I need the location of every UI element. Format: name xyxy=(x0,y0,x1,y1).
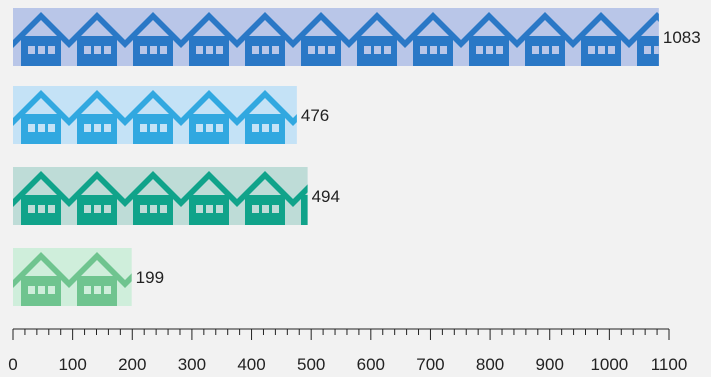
x-tick-label: 500 xyxy=(297,355,325,374)
house-icon xyxy=(69,12,125,66)
house-icon xyxy=(293,114,297,126)
house-icon xyxy=(461,12,517,66)
house-icon xyxy=(237,90,293,144)
x-tick-label: 400 xyxy=(237,355,265,374)
x-tick-label: 200 xyxy=(118,355,146,374)
house-icon xyxy=(125,273,132,288)
house-icon xyxy=(629,12,659,66)
house-icon xyxy=(125,171,181,225)
house-icon xyxy=(69,171,125,225)
house-icon xyxy=(69,90,125,144)
house-icon xyxy=(237,12,293,66)
x-tick-label: 1000 xyxy=(590,355,628,374)
house-icon xyxy=(13,252,69,306)
house-icon xyxy=(181,12,237,66)
bar-value-label: 476 xyxy=(301,106,329,125)
x-axis: 0 100 200 300 400 500 600 700 800 900 1000 1100 xyxy=(8,328,688,374)
house-icon xyxy=(349,12,405,66)
house-icon xyxy=(13,171,69,225)
x-tick-label: 700 xyxy=(416,355,444,374)
house-icon xyxy=(405,12,461,66)
house-icon xyxy=(181,171,237,225)
bar-value-label: 494 xyxy=(312,187,340,206)
x-tick-label: 100 xyxy=(58,355,86,374)
house-icon xyxy=(293,12,349,66)
bar-2: 494 xyxy=(13,167,340,225)
house-icon xyxy=(573,12,629,66)
house-icon xyxy=(181,90,237,144)
house-icon xyxy=(237,171,293,225)
bar-1: 476 xyxy=(13,86,329,144)
bar-3: 199 xyxy=(13,248,164,306)
house-icon xyxy=(13,90,69,144)
bar-value-label: 199 xyxy=(136,268,164,287)
house-icon xyxy=(125,12,181,66)
house-icon xyxy=(125,90,181,144)
bars-group: 1083 476 494 199 xyxy=(13,8,701,306)
bar-value-label: 1083 xyxy=(663,28,701,47)
house-icon xyxy=(293,184,308,225)
x-tick-label: 900 xyxy=(536,355,564,374)
x-tick-label: 1100 xyxy=(651,355,688,374)
bar-0: 1083 xyxy=(13,8,701,66)
house-icon xyxy=(13,12,69,66)
house-icon xyxy=(69,252,125,306)
x-tick-label: 0 xyxy=(8,355,17,374)
x-tick-label: 600 xyxy=(357,355,385,374)
x-tick-label: 800 xyxy=(476,355,504,374)
x-tick-label: 300 xyxy=(178,355,206,374)
house-icon xyxy=(517,12,573,66)
